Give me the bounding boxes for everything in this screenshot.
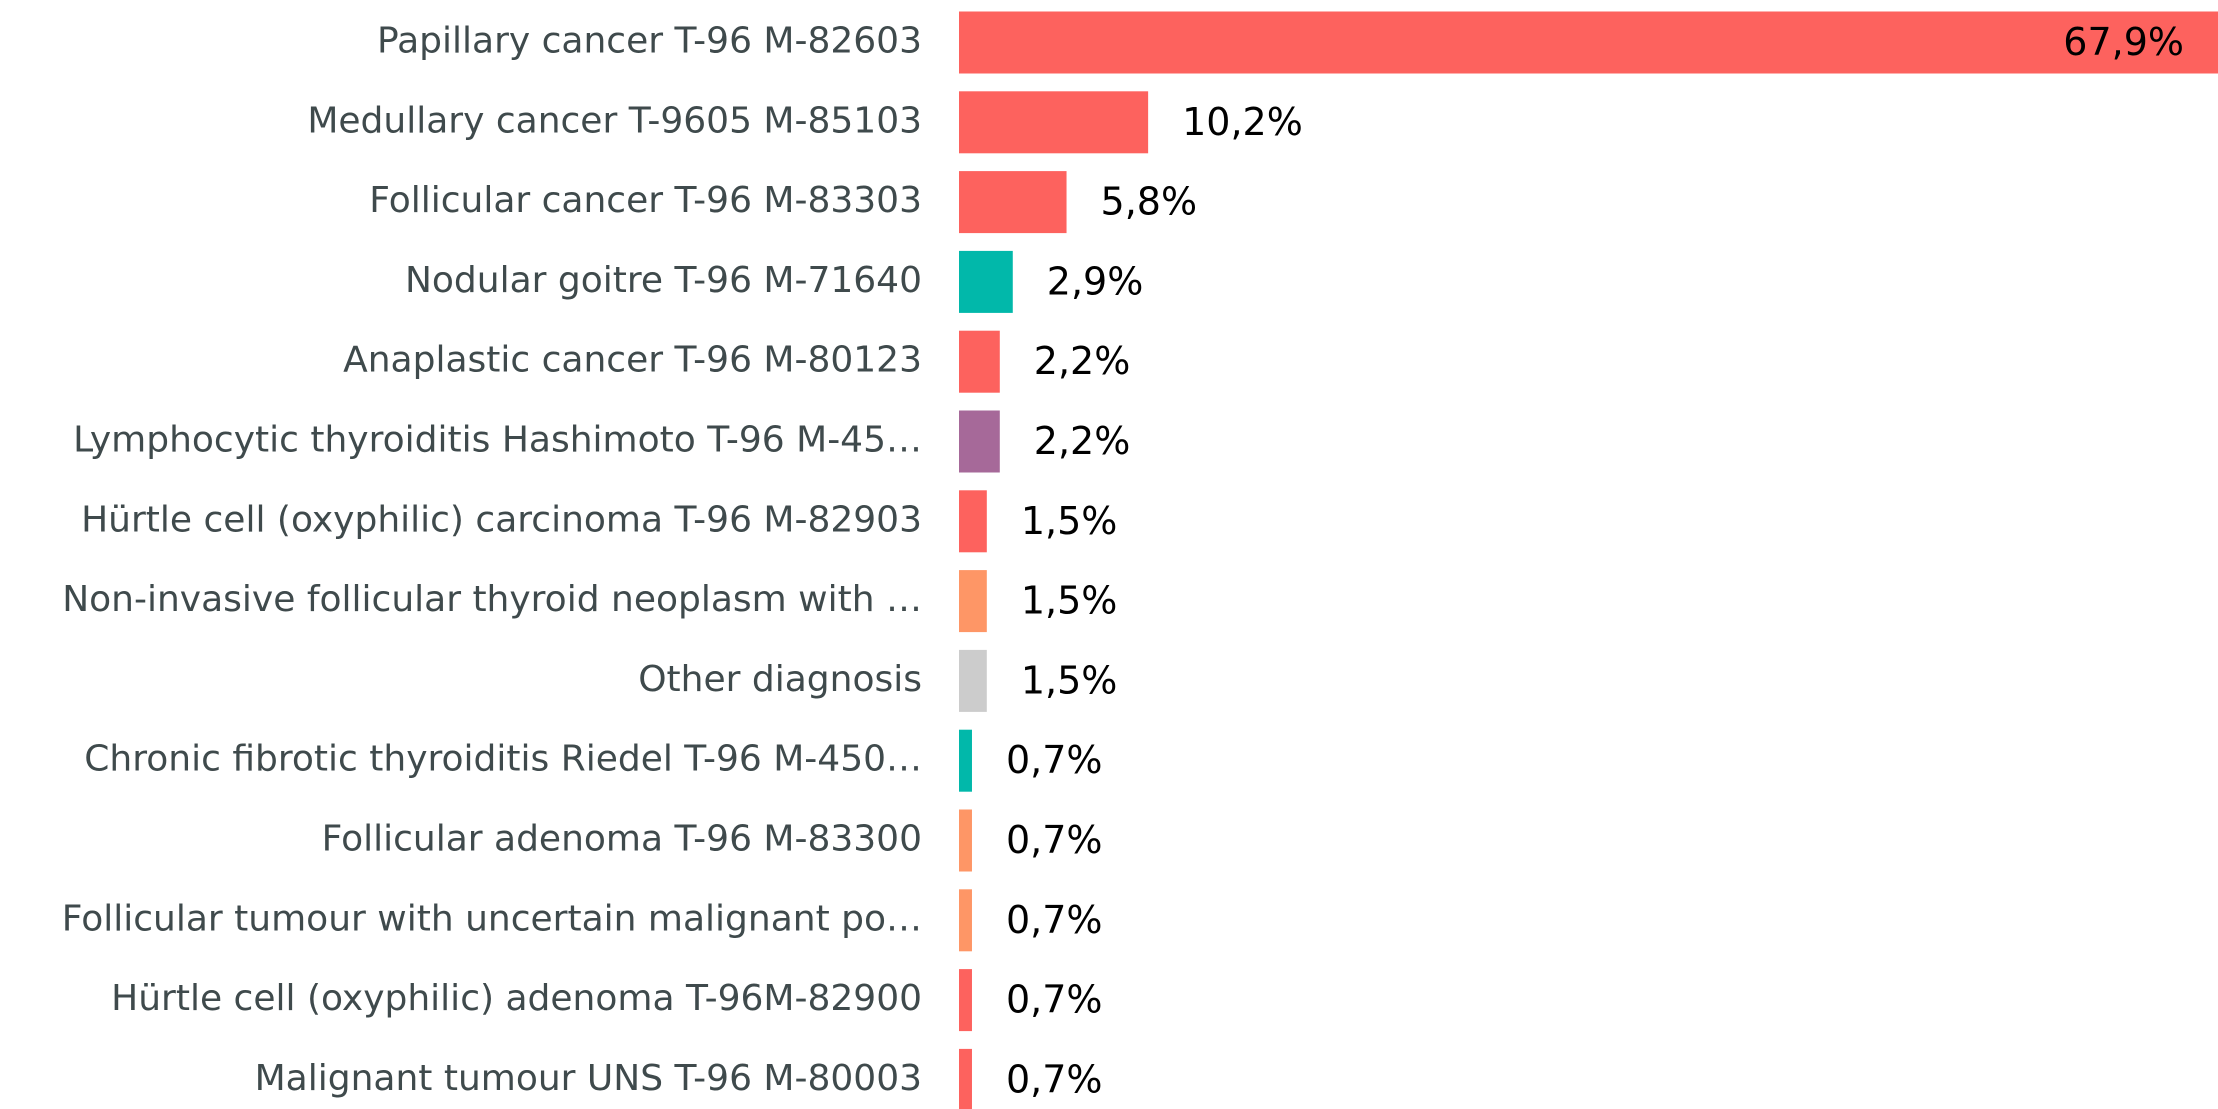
data-label: 1,5% (1021, 499, 1118, 543)
bar (959, 91, 1149, 154)
bar (959, 649, 987, 712)
data-label: 1,5% (1021, 658, 1118, 702)
data-label: 1,5% (1021, 579, 1118, 623)
category-label: Other diagnosis (638, 659, 922, 700)
bar (959, 729, 972, 792)
category-label: Follicular tumour with uncertain maligna… (62, 898, 922, 939)
bar (959, 570, 987, 633)
category-label: Anaplastic cancer T-96 M-80123 (343, 340, 922, 381)
bar (959, 330, 1000, 393)
category-label: Nodular goitre T-96 M-71640 (405, 260, 922, 301)
bar (959, 889, 972, 952)
data-label: 0,7% (1006, 818, 1103, 862)
bar (959, 410, 1000, 473)
data-label: 2,9% (1047, 259, 1144, 303)
category-label: Follicular adenoma T-96 M-83300 (322, 819, 922, 860)
bar (959, 1048, 972, 1109)
category-label: Medullary cancer T-9605 M-85103 (307, 100, 922, 141)
category-label: Lymphocytic thyroiditis Hashimoto T-96 M… (73, 420, 922, 461)
category-label: Hürtle cell (oxyphilic) carcinoma T-96 M… (81, 499, 922, 540)
category-label: Non-invasive follicular thyroid neoplasm… (62, 579, 922, 620)
data-label: 0,7% (1006, 738, 1103, 782)
bar (959, 11, 2218, 74)
data-label: 10,2% (1182, 100, 1303, 144)
data-label: 2,2% (1034, 339, 1131, 383)
bar (959, 490, 987, 553)
category-label: Malignant tumour UNS T-96 M-80003 (255, 1058, 922, 1099)
data-label: 67,9% (2063, 20, 2184, 64)
bar (959, 809, 972, 872)
bar (959, 250, 1013, 313)
category-label: Chronic fibrotic thyroiditis Riedel T-96… (84, 739, 922, 780)
data-label: 2,2% (1034, 419, 1131, 463)
data-label: 0,7% (1006, 978, 1103, 1022)
bar (959, 969, 972, 1032)
data-label: 5,8% (1101, 180, 1198, 224)
category-label: Papillary cancer T-96 M-82603 (377, 21, 922, 62)
data-label: 0,7% (1006, 1057, 1103, 1101)
data-label: 0,7% (1006, 898, 1103, 942)
category-label: Follicular cancer T-96 M-83303 (369, 180, 922, 221)
category-label: Hürtle cell (oxyphilic) adenoma T-96M-82… (111, 978, 922, 1019)
bar (959, 171, 1067, 234)
